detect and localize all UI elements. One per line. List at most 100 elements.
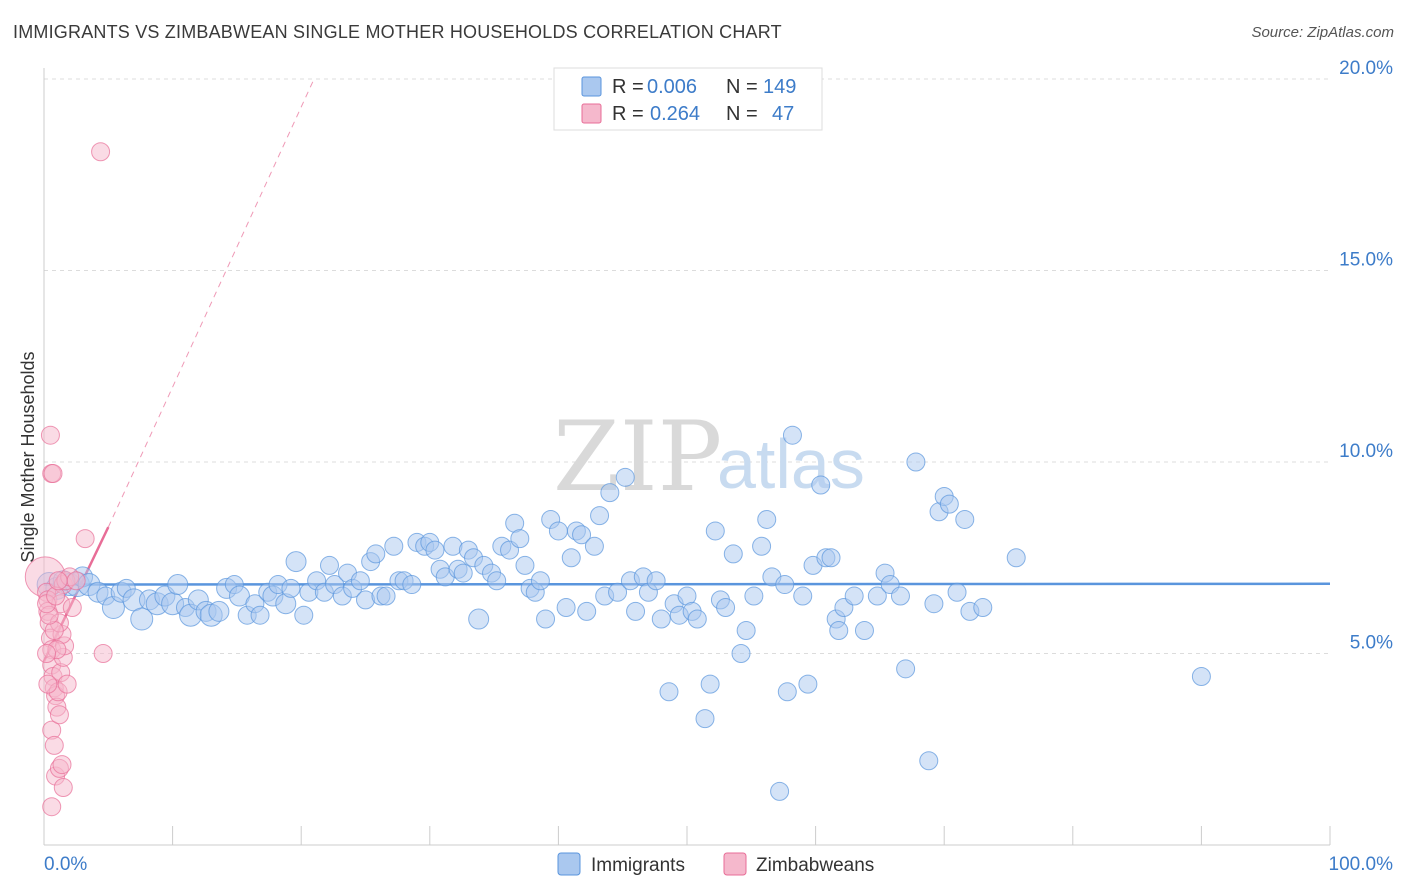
point-zimbabweans: [40, 425, 60, 445]
stats-legend: R = 0.006 N = 149 R = 0.264 N = 47: [553, 67, 823, 131]
point-immigrants: [548, 521, 568, 541]
point-immigrants: [384, 536, 404, 556]
trend-line-immigrants: [43, 582, 1331, 586]
point-immigrants: [716, 598, 736, 618]
legend-r-label: R =: [612, 76, 644, 98]
bottom-legend-swatch-immigrants: [557, 852, 581, 876]
legend-n-label: N =: [726, 103, 758, 125]
point-zimbabweans: [93, 644, 113, 663]
legend-r-label: R =: [612, 103, 644, 125]
point-immigrants: [167, 574, 189, 596]
point-immigrants: [906, 452, 926, 472]
point-immigrants: [350, 571, 370, 591]
point-immigrants: [844, 586, 864, 606]
chart-title: IMMIGRANTS VS ZIMBABWEAN SINGLE MOTHER H…: [13, 22, 782, 42]
point-zimbabweans: [52, 755, 72, 775]
point-immigrants: [798, 674, 818, 694]
bottom-legend-label-zimbabweans: Zimbabweans: [756, 855, 874, 876]
point-immigrants: [556, 598, 576, 618]
point-immigrants: [890, 586, 910, 606]
series-legend: Immigrants Zimbabweans: [557, 852, 874, 876]
x-tick-label-max: 100.0%: [1329, 854, 1394, 875]
point-immigrants: [425, 540, 445, 560]
point-immigrants: [973, 598, 993, 618]
point-immigrants: [285, 551, 307, 573]
point-immigrants: [536, 609, 556, 629]
trend-extension-zimbabweans: [107, 78, 315, 528]
point-immigrants: [510, 529, 530, 549]
point-immigrants: [705, 521, 725, 541]
point-immigrants: [615, 467, 635, 487]
point-immigrants: [376, 586, 396, 606]
point-immigrants: [130, 607, 154, 631]
point-immigrants: [700, 674, 720, 694]
data-points: [24, 142, 1211, 817]
point-immigrants: [208, 600, 230, 622]
y-axis-label: Single Mother Households: [18, 351, 38, 562]
point-immigrants: [646, 571, 666, 591]
point-immigrants: [947, 582, 967, 602]
point-immigrants: [695, 709, 715, 729]
point-immigrants: [453, 563, 473, 583]
point-immigrants: [294, 605, 314, 625]
point-zimbabweans: [43, 463, 63, 483]
y-tick-label: 20.0%: [1339, 58, 1393, 79]
point-zimbabweans: [49, 705, 69, 725]
point-zimbabweans: [62, 598, 82, 618]
gridlines: [44, 78, 1330, 654]
point-immigrants: [770, 781, 790, 801]
point-immigrants: [939, 494, 959, 514]
legend-swatch-immigrants: [581, 76, 602, 97]
legend-n-value: 149: [763, 76, 796, 98]
point-immigrants: [821, 548, 841, 568]
point-immigrants: [577, 601, 597, 621]
point-immigrants: [793, 586, 813, 606]
point-immigrants: [590, 506, 610, 526]
y-tick-label: 10.0%: [1339, 441, 1393, 462]
point-immigrants: [731, 644, 751, 663]
point-immigrants: [955, 509, 975, 529]
point-zimbabweans: [66, 571, 86, 591]
y-tick-label: 5.0%: [1350, 633, 1393, 654]
point-zimbabweans: [57, 674, 77, 694]
point-immigrants: [744, 586, 764, 606]
point-zimbabweans: [53, 778, 73, 798]
legend-r-value: 0.264: [650, 103, 700, 125]
point-immigrants: [468, 608, 490, 630]
legend-r-value: 0.006: [647, 76, 697, 98]
axes: [43, 68, 1331, 846]
point-immigrants: [281, 578, 301, 598]
source-credit: Source: ZipAtlas.com: [1251, 24, 1394, 41]
point-immigrants: [250, 605, 270, 625]
point-immigrants: [515, 555, 535, 575]
legend-n-value: 47: [772, 103, 794, 125]
point-immigrants: [919, 751, 939, 771]
point-immigrants: [723, 544, 743, 564]
point-immigrants: [626, 601, 646, 621]
point-immigrants: [1006, 548, 1026, 568]
point-zimbabweans: [38, 674, 58, 694]
point-zimbabweans: [44, 735, 64, 755]
point-immigrants: [487, 571, 507, 591]
watermark-zip: ZIP: [553, 401, 722, 513]
legend-n-label: N =: [726, 76, 758, 98]
point-immigrants: [896, 659, 916, 679]
point-immigrants: [757, 509, 777, 529]
point-immigrants: [651, 609, 671, 629]
bottom-legend-label-immigrants: Immigrants: [591, 855, 685, 876]
point-immigrants: [366, 544, 386, 564]
point-immigrants: [854, 621, 874, 641]
point-immigrants: [561, 548, 581, 568]
point-immigrants: [736, 621, 756, 641]
point-immigrants: [659, 682, 679, 702]
point-immigrants: [584, 536, 604, 556]
watermark: ZIP atlas: [553, 401, 865, 513]
point-immigrants: [867, 586, 887, 606]
tick-labels: 5.0% 10.0% 15.0% 20.0% 0.0% 100.0%: [44, 58, 1393, 875]
point-immigrants: [402, 575, 422, 595]
point-immigrants: [752, 536, 772, 556]
point-zimbabweans: [75, 529, 95, 549]
point-zimbabweans: [42, 797, 62, 817]
point-immigrants: [608, 582, 628, 602]
